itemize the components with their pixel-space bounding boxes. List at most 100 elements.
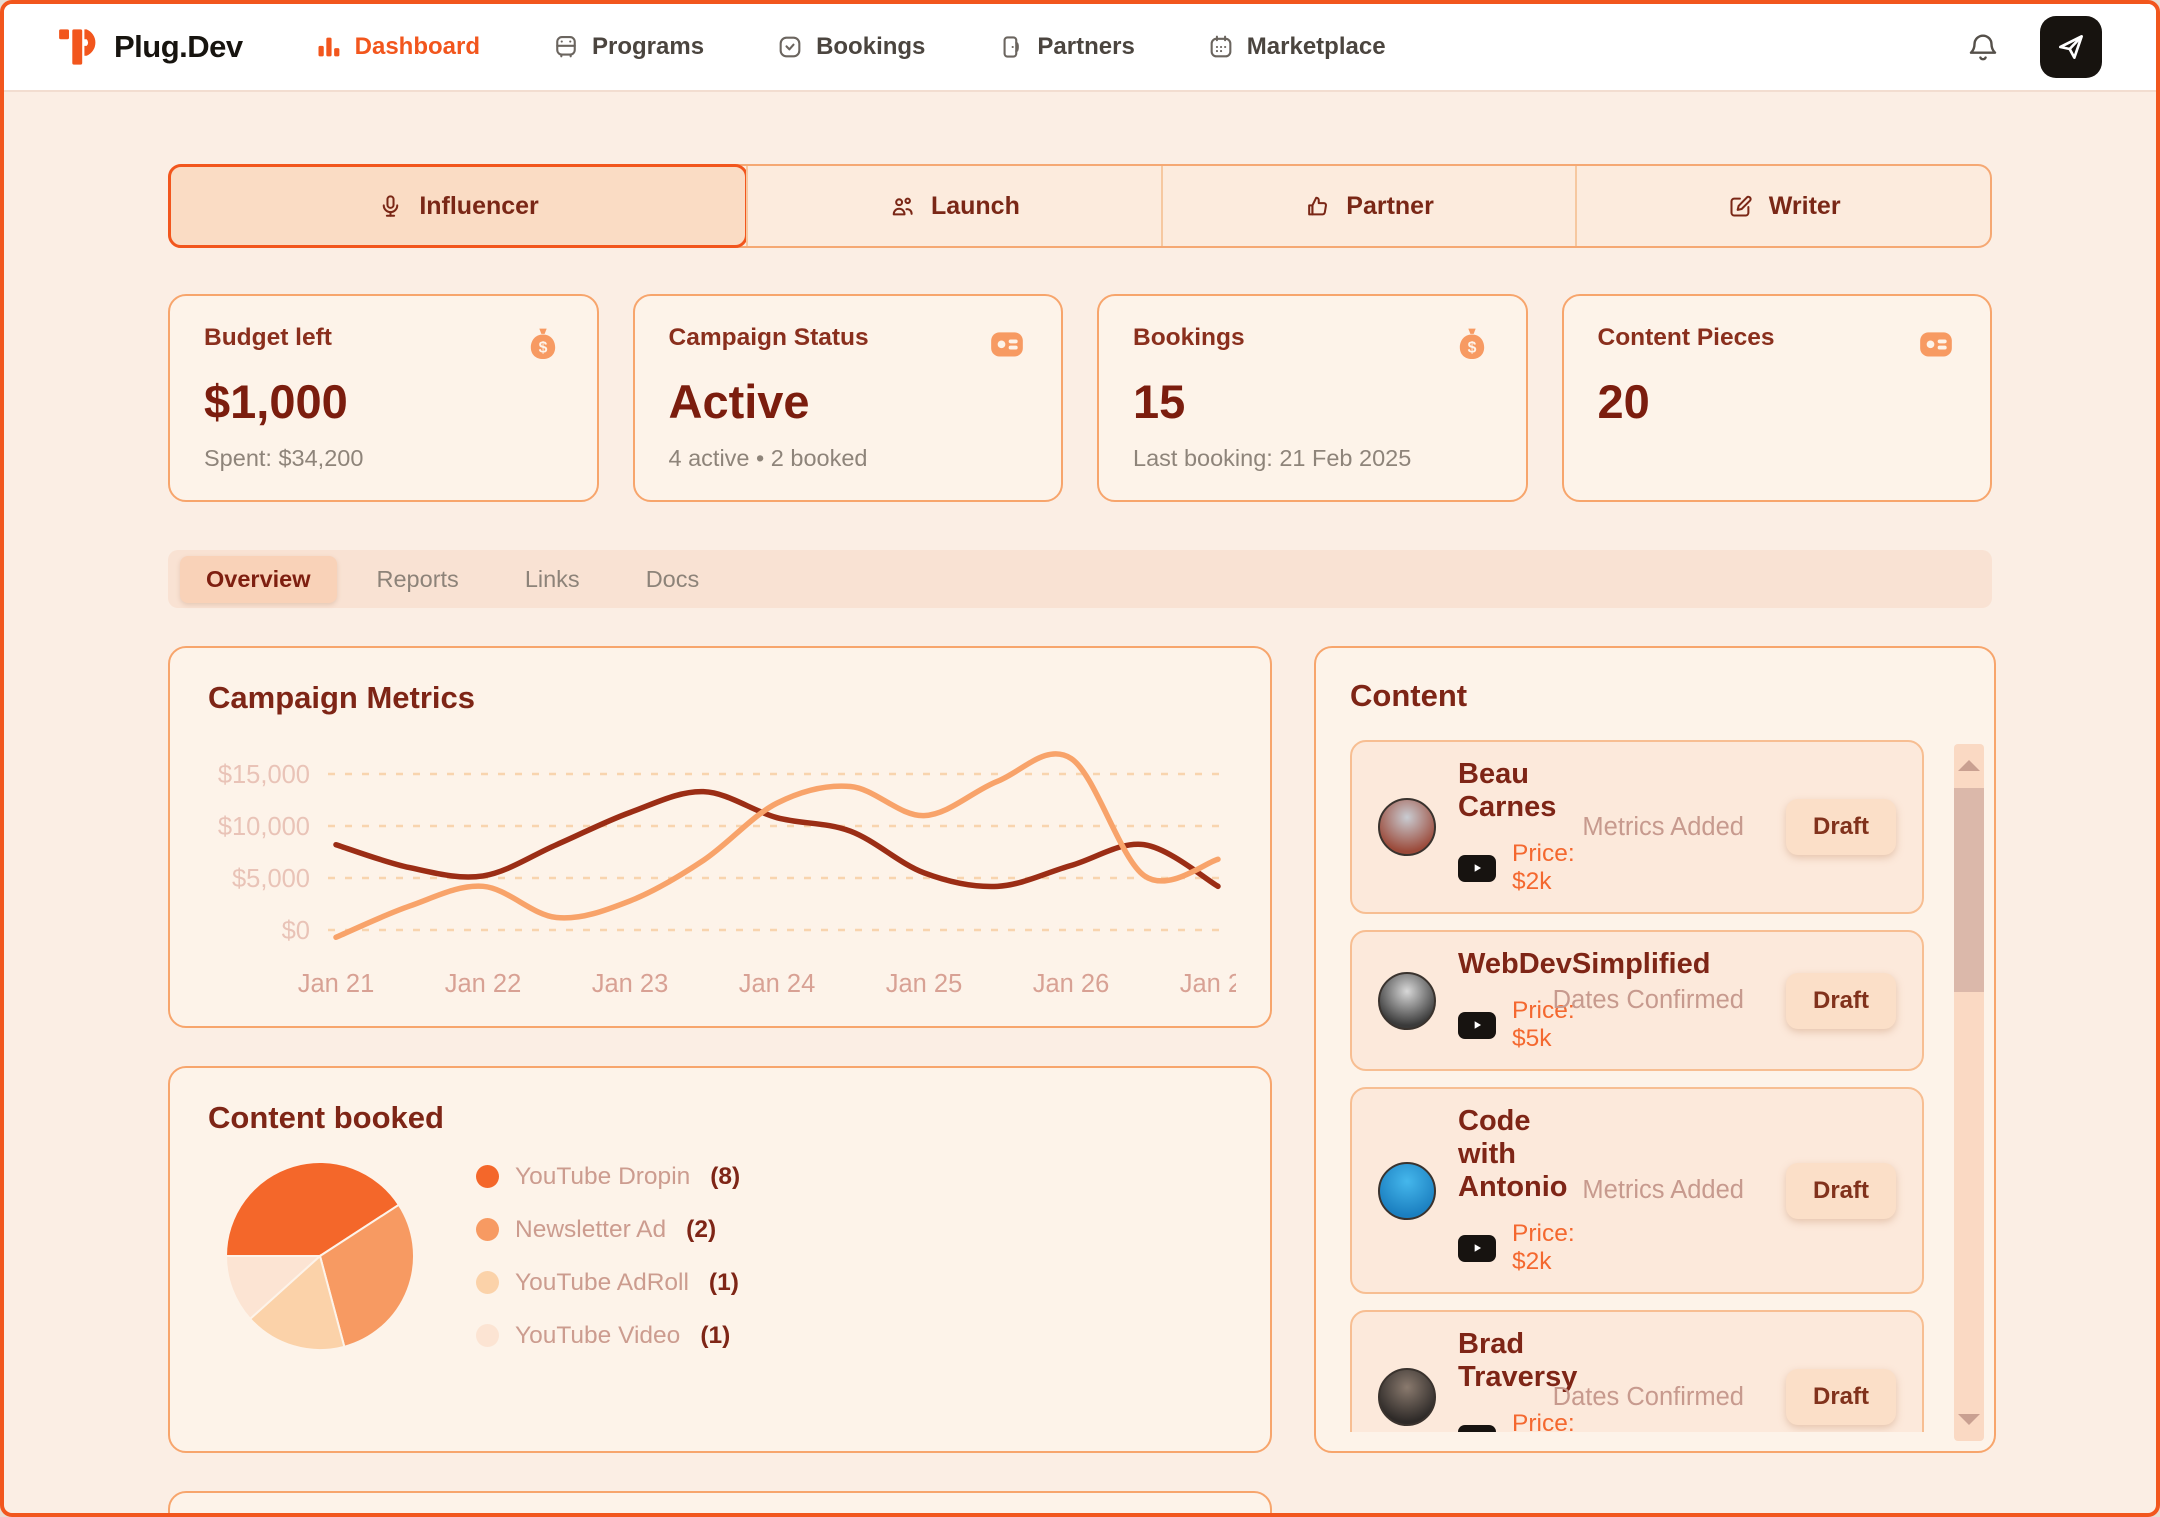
tab-docs[interactable]: Docs — [645, 565, 700, 592]
svg-text:$: $ — [1467, 339, 1476, 356]
price-label: Price: $2.2k — [1512, 1410, 1575, 1432]
x-axis-label: Jan 21 — [298, 970, 375, 998]
stat-value: Active — [668, 375, 810, 428]
thumbs-up-icon — [1308, 196, 1328, 215]
nav-item-label: Programs — [592, 33, 705, 60]
list-item-brad-traversy[interactable]: Brad Traversy Price: $2.2kDates Confirmed… — [1350, 1310, 1924, 1432]
youtube-icon — [1470, 1431, 1484, 1432]
status-badge: Dates Confirmed — [1552, 986, 1744, 1014]
pie-slice-newsletter-ad — [318, 1203, 415, 1349]
send-button[interactable] — [2040, 16, 2102, 78]
role-tab-launch[interactable]: Launch — [746, 166, 1161, 246]
nav-item-marketplace[interactable]: Marketplace — [1207, 33, 1386, 61]
price-row: Price: $2k — [1458, 1220, 1582, 1276]
price-row: Price: $2.2k — [1458, 1410, 1575, 1432]
youtube-icon — [1474, 1021, 1482, 1029]
draft-button[interactable]: Draft — [1785, 799, 1896, 855]
draft-button[interactable]: Draft — [1785, 1369, 1896, 1425]
creator-info: WebDevSimplified Price: $5k — [1458, 948, 1710, 1053]
stat-value: $1,000 — [204, 375, 348, 428]
y-axis-label: $5,000 — [232, 865, 310, 893]
tab-links[interactable]: Links — [524, 565, 580, 592]
x-axis-label: Jan 22 — [445, 970, 522, 998]
edit-icon — [1730, 195, 1752, 217]
bell-icon[interactable] — [1966, 30, 2000, 64]
role-tab-influencer[interactable]: Influencer — [168, 164, 749, 248]
legend-label: YouTube Dropin — [515, 1162, 691, 1190]
nav-item-dashboard[interactable]: Dashboard — [315, 33, 480, 61]
legend-label: YouTube Video — [515, 1321, 681, 1349]
price-label: Price: $2k — [1512, 1220, 1575, 1275]
youtube-icon — [1458, 1234, 1496, 1262]
content-booked-pie — [224, 1161, 415, 1351]
nav-item-bookings[interactable]: Bookings — [776, 33, 925, 61]
list-item-beau-carnes[interactable]: Beau Carnes Price: $2k Metrics Added Draft — [1350, 740, 1924, 914]
money-bag-icon: $ — [1459, 328, 1484, 359]
creator-info: Beau Carnes Price: $2k — [1458, 758, 1582, 896]
draft-button[interactable]: Draft — [1785, 972, 1896, 1029]
role-tab-writer[interactable]: Writer — [1575, 166, 1990, 246]
creator-name: Beau Carnes — [1458, 758, 1557, 823]
youtube-icon — [1458, 854, 1496, 882]
draft-button[interactable]: Draft — [1785, 1162, 1896, 1219]
stat-subtext: Last booking: 21 Feb 2025 — [1133, 445, 1412, 471]
topbar: Plug.Dev Dashboard Programs Bookings Partne… — [4, 4, 2156, 92]
x-axis-label: Jan 27 — [1180, 970, 1236, 998]
avatar — [1378, 1368, 1436, 1426]
x-axis-label: Jan 25 — [886, 970, 963, 998]
legend-dot — [476, 1218, 499, 1241]
legend-dot — [476, 1271, 499, 1294]
content-published-card: Content published Shortlist(8)Outreach(5… — [168, 1491, 1272, 1513]
legend-count: (8) — [710, 1162, 741, 1190]
campaign-metrics-card: Campaign Metrics $0 $5,000 $10,000 $15,000 J… — [168, 646, 1272, 1028]
list-item-webdevsimplified[interactable]: WebDevSimplified Price: $5k Dates Confirme… — [1350, 930, 1924, 1071]
nav-item-programs[interactable]: Programs — [552, 33, 704, 61]
youtube-icon — [1474, 1244, 1482, 1252]
section-tabs: Overview Reports Links Docs — [168, 550, 1992, 608]
y-axis-label: $0 — [282, 917, 310, 945]
scrollbar[interactable] — [1954, 744, 1984, 1441]
stat-value: 15 — [1133, 375, 1186, 428]
calendar-icon — [1210, 35, 1232, 58]
x-axis-label: Jan 24 — [739, 970, 816, 998]
youtube-icon — [1474, 864, 1482, 872]
stat-title: Bookings — [1133, 324, 1245, 351]
stat-card-budget-left: Budget left $ $1,000 Spent: $34,200 — [168, 294, 599, 502]
stat-card-campaign-status: Campaign Status Active 4 active • 2 booked — [632, 294, 1063, 502]
scroll-up-icon[interactable] — [1958, 760, 1980, 771]
line-chart: $0 $5,000 $10,000 $15,000 Jan 21 Jan 22 Jan 23… — [218, 751, 1236, 998]
avatar — [1378, 798, 1436, 856]
content-panel: Content Beau Carnes Price: $2k Metrics Add… — [1314, 646, 1996, 1453]
price-row: Price: $5k — [1458, 997, 1575, 1053]
y-axis-label: $15,000 — [218, 761, 310, 789]
avatar — [1378, 971, 1436, 1030]
youtube-icon — [1458, 1011, 1496, 1039]
price-label: Price: $2k — [1512, 840, 1575, 895]
y-axis-label: $10,000 — [218, 813, 310, 841]
nav-item-partners[interactable]: Partners — [997, 33, 1135, 61]
topbar-right — [1966, 16, 2102, 78]
stat-title: Budget left — [204, 324, 332, 351]
card-icon — [991, 332, 1023, 357]
status-badge: Metrics Added — [1582, 812, 1744, 841]
tab-reports[interactable]: Reports — [376, 565, 459, 592]
legend-item-youtube-dropin: YouTube Dropin (8) — [476, 1163, 740, 1191]
stat-card-header: Bookings $ — [1133, 324, 1492, 364]
scroll-down-icon[interactable] — [1958, 1414, 1980, 1425]
content-panel-title: Content — [1350, 678, 1468, 713]
stat-subtext: Spent: $34,200 — [204, 445, 364, 471]
brand[interactable]: Plug.Dev — [58, 25, 243, 69]
money-bag-icon: $ — [530, 328, 555, 359]
role-tab-partner[interactable]: Partner — [1160, 166, 1576, 246]
bus-icon — [556, 36, 576, 58]
creator-info: Brad Traversy Price: $2.2k — [1458, 1328, 1577, 1432]
nav-item-label: Marketplace — [1246, 33, 1386, 60]
tab-overview[interactable]: Overview — [180, 555, 337, 603]
paper-plane-icon — [2059, 35, 2083, 59]
series-maroon-line — [333, 788, 1221, 890]
avatar — [1378, 1161, 1436, 1220]
list-item-code-with-antonio[interactable]: Code with Antonio Price: $2k Metrics Added… — [1350, 1087, 1924, 1294]
legend-label: Newsletter Ad — [515, 1215, 667, 1243]
scroll-thumb[interactable] — [1954, 788, 1984, 992]
youtube-icon — [1458, 1424, 1496, 1432]
